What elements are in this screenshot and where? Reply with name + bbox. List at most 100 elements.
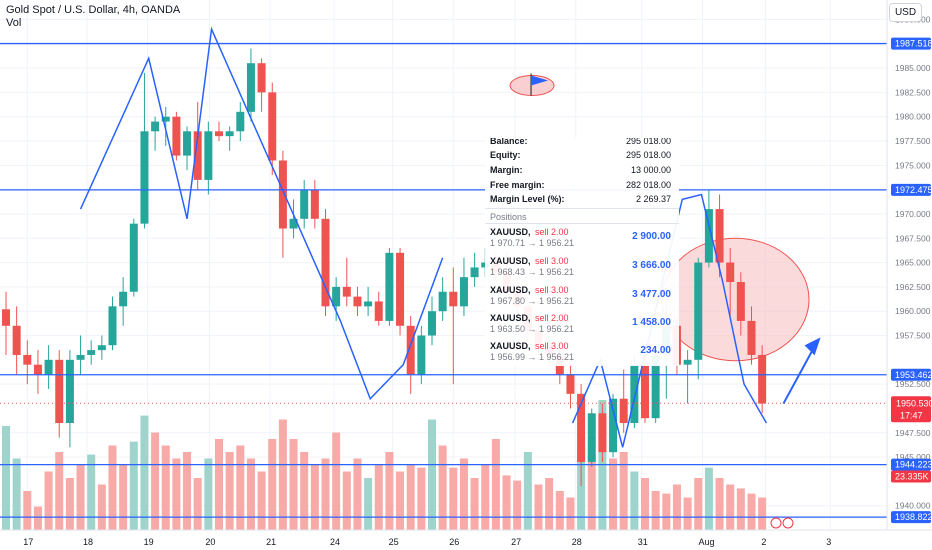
price-level-badge <box>891 37 931 50</box>
equity-row: Equity: 295 018.00 <box>490 150 671 164</box>
volume-bar <box>545 478 554 530</box>
candle-body <box>406 325 415 375</box>
price-level-badge <box>891 368 931 381</box>
price-axis-tick-label: 1962.500 <box>895 282 931 292</box>
volume-bar <box>396 471 405 530</box>
volume-bar <box>758 497 767 530</box>
candle-body <box>470 267 479 278</box>
position-row[interactable]: XAUUSD, sell 3.00 1 967.80 → 1 956.21 3 … <box>490 285 671 311</box>
positions-header: Positions <box>490 212 527 222</box>
candle-body <box>33 364 42 375</box>
volume-bar <box>470 478 479 530</box>
price-axis-tick-label: 1947.500 <box>895 428 931 438</box>
volume-bar <box>332 432 341 530</box>
volume-bar <box>129 441 138 530</box>
volume-bar <box>672 484 681 530</box>
volume-bar <box>161 445 170 530</box>
volume-bar <box>183 452 192 530</box>
volume-bar <box>97 484 106 530</box>
candle-body <box>332 286 341 307</box>
price-level-label: 1938.822 <box>895 512 932 522</box>
position-row[interactable]: XAUUSD, sell 3.00 1 968.43 → 1 956.21 3 … <box>490 256 671 282</box>
price-level-label: 1987.518 <box>895 39 932 49</box>
volume-bar <box>289 439 298 530</box>
position-symbol: XAUUSD, <box>490 227 531 237</box>
position-row[interactable]: XAUUSD, sell 3.00 1 956.99 → 1 956.21 23… <box>490 341 671 366</box>
candle-body <box>76 354 85 360</box>
candle-body <box>44 359 53 375</box>
price-axis-tick-label: 1982.500 <box>895 87 931 97</box>
candle-body <box>694 262 703 360</box>
volume-bar <box>300 452 309 530</box>
currency-button[interactable]: USD <box>889 3 922 22</box>
candle-body <box>300 189 309 219</box>
volume-bar <box>555 491 564 530</box>
volume-bar <box>417 467 426 530</box>
candle-body <box>172 116 181 156</box>
position-symbol: XAUUSD, <box>490 341 531 351</box>
position-side: sell 2.00 <box>535 227 569 237</box>
candle-body <box>396 252 405 326</box>
position-side: sell 3.00 <box>535 341 569 351</box>
position-pnl: 2 900.00 <box>632 231 671 242</box>
position-pnl: 3 477.00 <box>632 289 671 300</box>
candle-body <box>215 131 223 137</box>
price-axis-tick-label: 1980.000 <box>895 112 931 122</box>
position-side: sell 3.00 <box>535 285 569 295</box>
position-pnl: 3 666.00 <box>632 260 671 271</box>
candle-body <box>12 325 21 355</box>
volume-bar <box>268 439 277 530</box>
candle-body <box>108 306 117 346</box>
margin-value: 13 000.00 <box>630 165 671 175</box>
volume-value-badge <box>891 470 931 483</box>
volume-bar <box>353 458 362 530</box>
position-price-path: 1 963.50 → 1 956.21 <box>490 324 575 334</box>
zigzag-line <box>79 26 444 401</box>
position-price-path: 1 967.80 → 1 956.21 <box>490 296 575 306</box>
time-axis-tick-label: Aug <box>699 537 715 547</box>
candle-body <box>353 296 362 307</box>
time-axis-tick-label: 19 <box>144 537 154 547</box>
candle-body <box>55 359 64 424</box>
candle-body <box>140 131 149 224</box>
flag-event-icon <box>782 517 794 529</box>
position-row[interactable]: XAUUSD, sell 2.00 1 963.50 → 1 956.21 1 … <box>490 313 671 339</box>
candle-body <box>364 301 373 307</box>
price-axis-tick-label: 1975.000 <box>895 160 931 170</box>
price-axis-tick-label: 1957.500 <box>895 331 931 341</box>
chart-title: Gold Spot / U.S. Dollar, 4h, OANDA <box>6 4 181 16</box>
time-axis-tick-label: 28 <box>572 537 582 547</box>
volume-bar <box>577 445 586 530</box>
candle-body <box>246 63 255 112</box>
volume-bar <box>140 415 149 530</box>
volume-bar <box>364 478 373 530</box>
candle-body <box>23 354 32 365</box>
time-axis-tick-label: 27 <box>511 537 521 547</box>
volume-indicator-label[interactable]: Vol <box>6 17 22 29</box>
price-axis-tick-label: 1977.500 <box>895 136 931 146</box>
position-pnl: 1 458.00 <box>632 317 671 328</box>
time-axis-tick-label: 18 <box>83 537 93 547</box>
price-axis-tick-label: 1985.000 <box>895 63 931 73</box>
candle-body <box>609 398 618 453</box>
volume-bar <box>374 465 383 530</box>
margin-row: Margin: 13 000.00 <box>490 165 671 179</box>
candle-body <box>87 350 96 355</box>
arrow-head-icon <box>804 337 821 356</box>
divider <box>485 208 679 209</box>
candle-body <box>587 413 596 462</box>
volume-bar <box>459 458 468 530</box>
price-level-badge <box>891 458 931 471</box>
volume-bar <box>630 471 639 530</box>
candle-body <box>651 354 660 419</box>
candle-body <box>449 291 458 307</box>
price-axis-tick-label: 1940.000 <box>895 501 931 511</box>
volume-bar <box>694 478 703 530</box>
candle-body <box>566 374 575 394</box>
candle-body <box>374 301 383 321</box>
volume-bar <box>225 452 234 530</box>
volume-bar <box>683 497 692 530</box>
position-price-path: 1 968.43 → 1 956.21 <box>490 267 575 277</box>
position-row[interactable]: XAUUSD, sell 2.00 1 970.71 → 1 956.21 2 … <box>490 227 671 253</box>
